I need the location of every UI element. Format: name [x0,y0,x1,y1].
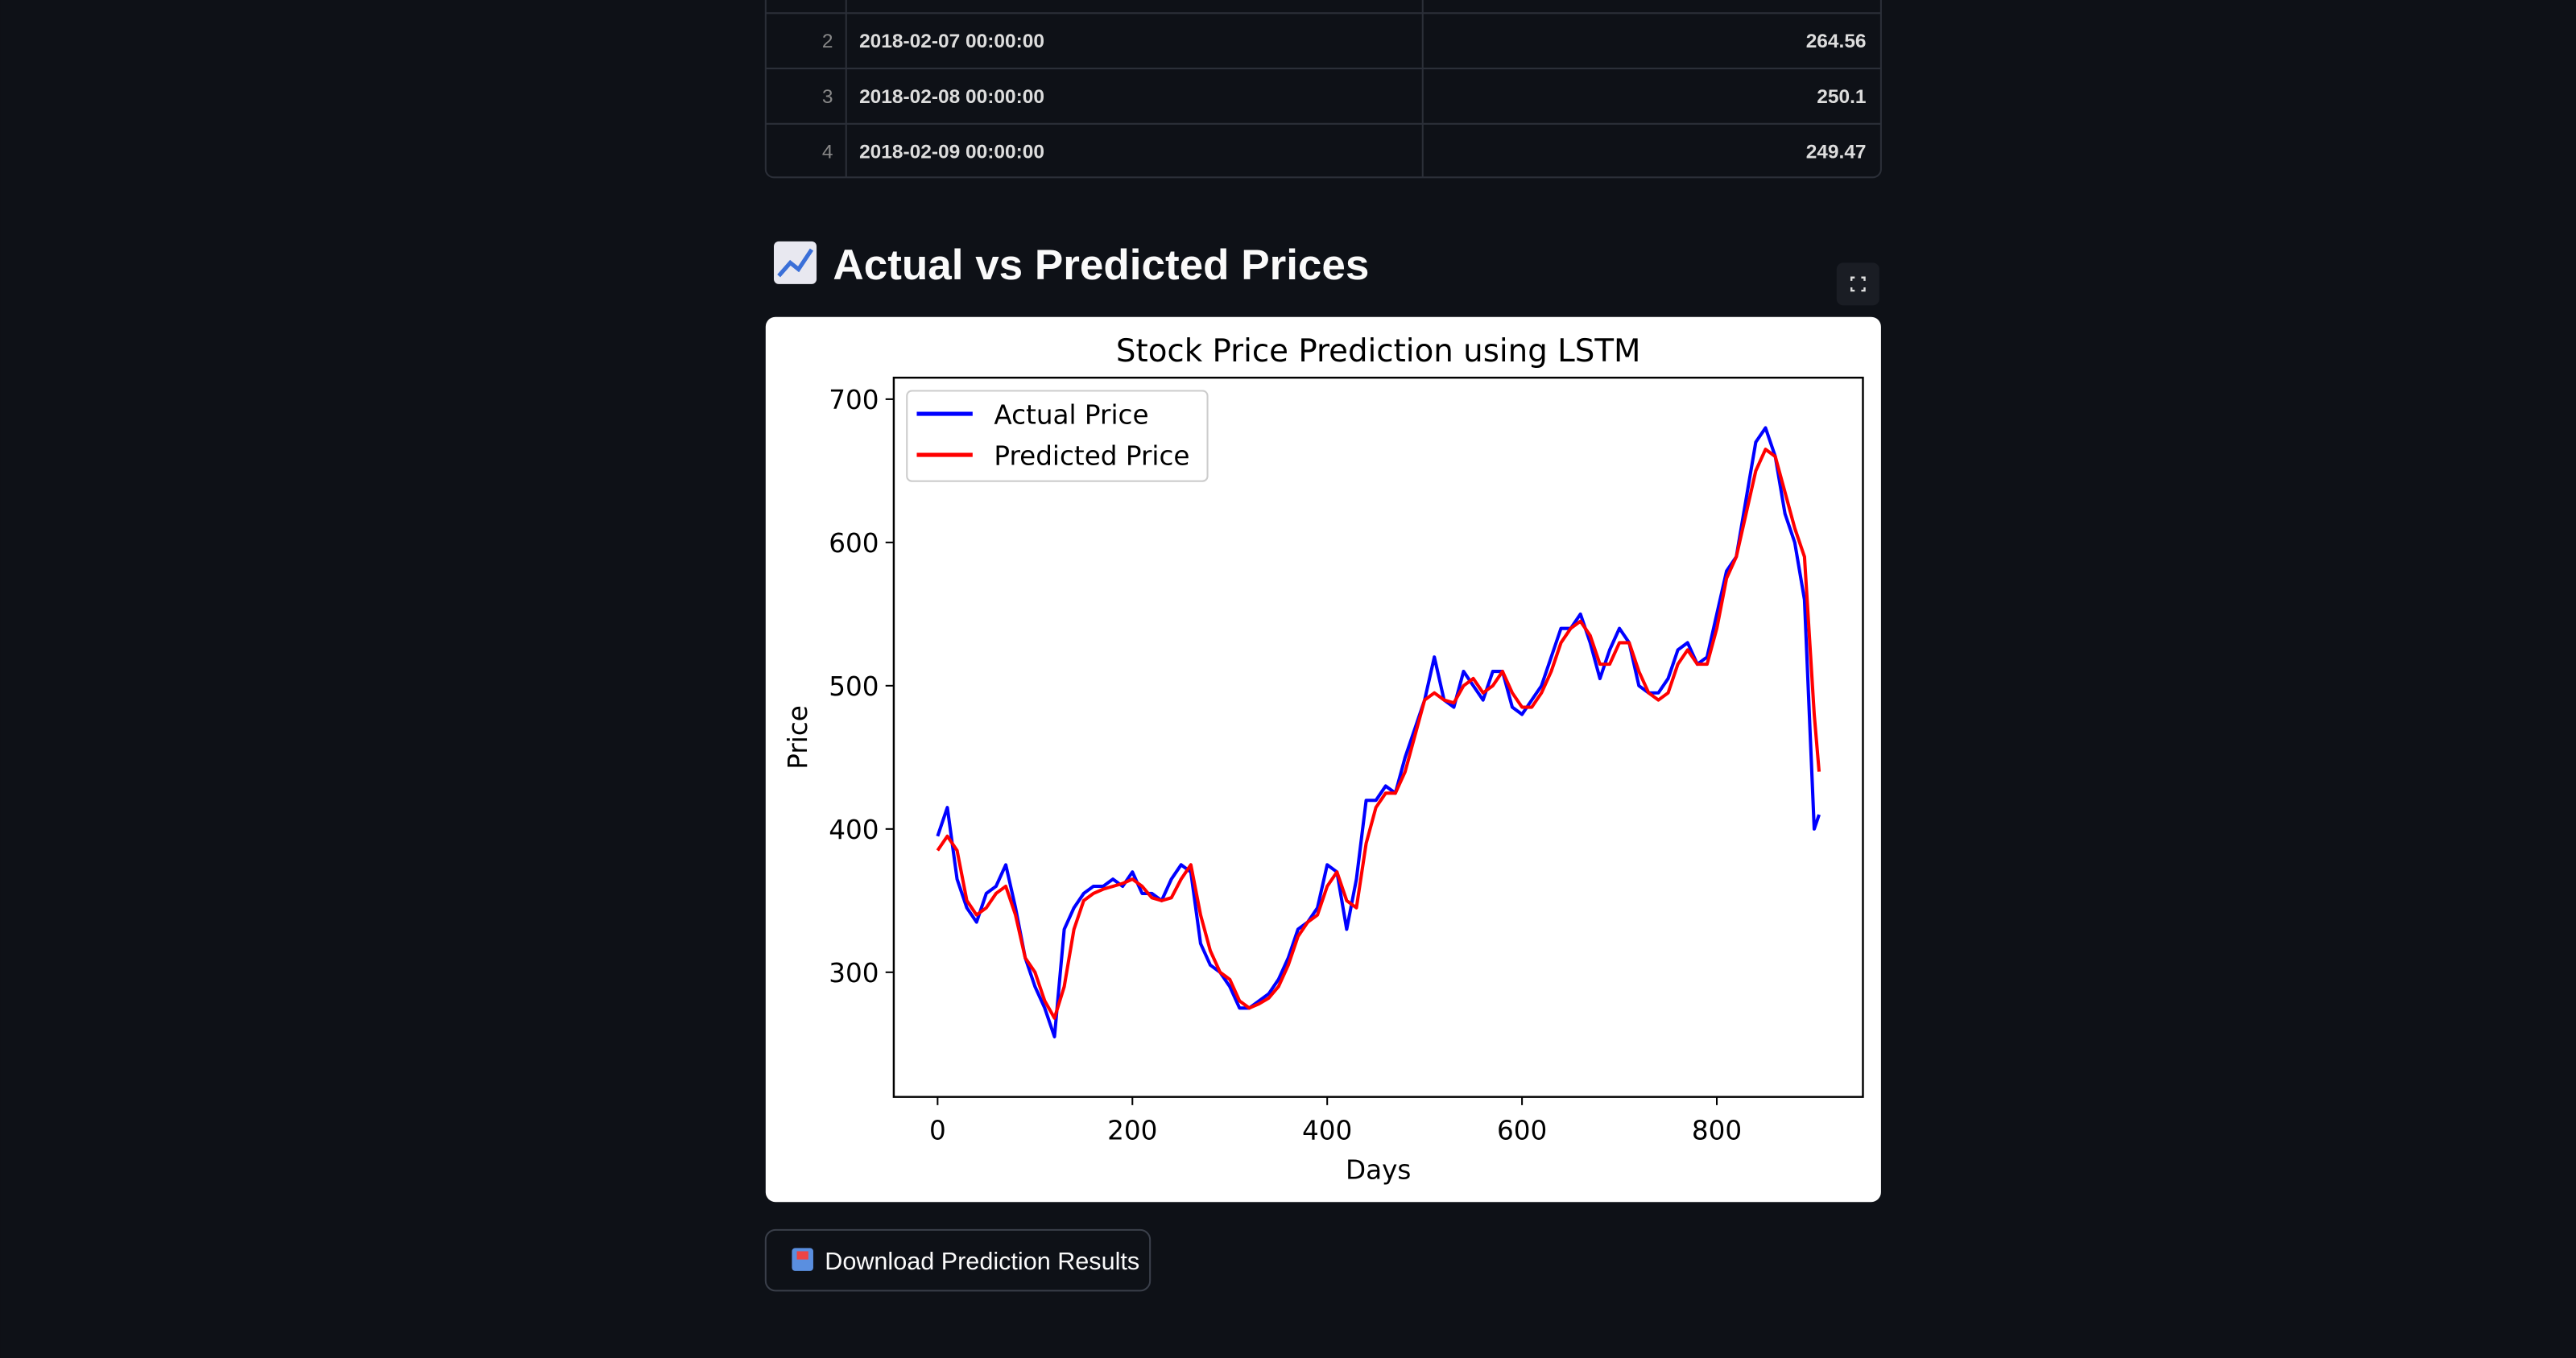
icon-bg [774,241,817,284]
legend-label: Actual Price [994,399,1148,430]
chart-panel [765,316,1881,1203]
y-tick-label: 600 [829,528,879,559]
cell-date: 2018-02-07 00:00:00 [859,31,1044,52]
data-table: 2 2018-02-07 00:00:00 264.56 3 2018-02-08 00… [764,0,1882,179]
row-index: 2 [822,31,833,52]
chart: Stock Price Prediction using LSTM Days Pri… [783,333,1864,1186]
table-frame [764,0,1882,179]
cell-value: 249.47 [1806,142,1867,163]
price-line [936,448,1821,1020]
heading-icon [774,241,817,284]
fullscreen-icon [1850,276,1866,292]
cell-date: 2018-02-09 00:00:00 [859,142,1044,163]
cell-value: 264.56 [1806,31,1867,52]
price-line [936,426,1821,1038]
download-button[interactable]: Download Prediction Results [764,1228,1152,1292]
y-tick-label: 400 [829,815,879,845]
legend-label: Predicted Price [994,440,1189,471]
cell-value: 250.1 [1817,86,1866,108]
x-axis-label: Days [1346,1155,1411,1186]
x-tick-label: 0 [929,1116,946,1146]
y-tick-label: 700 [829,385,879,415]
button-label[interactable]: Download Prediction Results [825,1248,1139,1275]
button-icon-mark [796,1251,808,1260]
row-index: 3 [822,86,833,108]
x-tick-label: 200 [1107,1116,1157,1146]
legend-box [906,390,1209,482]
chart-title: Stock Price Prediction using LSTM [1116,333,1641,369]
y-axis-label: Price [783,705,813,770]
section-heading: Actual vs Predicted Prices [833,241,1369,289]
y-tick-label: 300 [829,958,879,989]
fullscreen-button[interactable] [1836,262,1879,306]
x-tick-label: 400 [1302,1116,1352,1146]
axes-frame [892,376,1864,1098]
x-tick-label: 800 [1692,1116,1742,1146]
x-tick-label: 600 [1497,1116,1547,1146]
y-tick-label: 500 [829,671,879,702]
button-frame[interactable] [764,1228,1152,1292]
icon-line [777,248,814,278]
row-index: 4 [822,142,833,163]
cell-date: 2018-02-08 00:00:00 [859,86,1044,108]
